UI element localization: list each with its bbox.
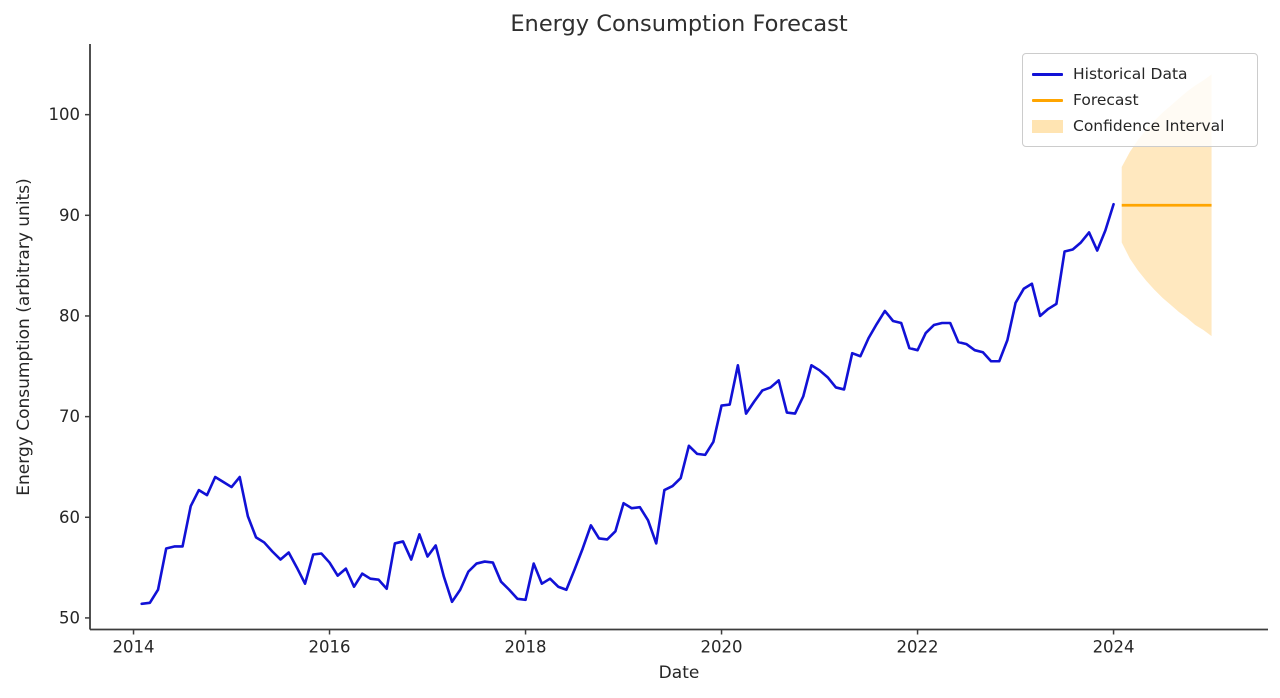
y-axis-label: Energy Consumption (arbitrary units) — [14, 178, 34, 496]
y-axis-tick-label: 50 — [59, 608, 80, 627]
x-axis-tick-label: 2020 — [701, 638, 743, 657]
y-axis-tick-label: 70 — [59, 407, 80, 426]
legend-label-forecast: Forecast — [1073, 91, 1139, 109]
legend-item-historical: Historical Data — [1032, 61, 1257, 87]
historical-line — [140, 202, 1115, 606]
x-axis-tick-label: 2014 — [113, 638, 155, 657]
chart-title: Energy Consumption Forecast — [510, 11, 848, 37]
x-axis-tick-label: 2016 — [309, 638, 351, 657]
x-axis-label: Date — [658, 663, 700, 683]
x-axis-tick-label: 2022 — [897, 638, 939, 657]
legend-item-forecast: Forecast — [1032, 87, 1257, 113]
legend-label-confidence-interval: Confidence Interval — [1073, 117, 1225, 135]
legend-patch-swatch-confidence-interval — [1032, 119, 1063, 133]
legend-line-swatch-historical — [1032, 72, 1063, 76]
y-axis-tick-label: 80 — [59, 306, 80, 325]
legend-label-historical: Historical Data — [1073, 65, 1188, 83]
y-axis-tick-label: 100 — [49, 105, 81, 124]
y-axis-tick-label: 60 — [59, 508, 80, 527]
legend-item-confidence-interval: Confidence Interval — [1032, 113, 1257, 139]
y-axis-tick-label: 90 — [59, 206, 80, 225]
legend: Historical Data Forecast Confidence Inte… — [1022, 53, 1258, 147]
legend-line-swatch-forecast — [1032, 98, 1063, 102]
x-axis-tick-label: 2018 — [505, 638, 547, 657]
x-axis-tick-label: 2024 — [1093, 638, 1135, 657]
